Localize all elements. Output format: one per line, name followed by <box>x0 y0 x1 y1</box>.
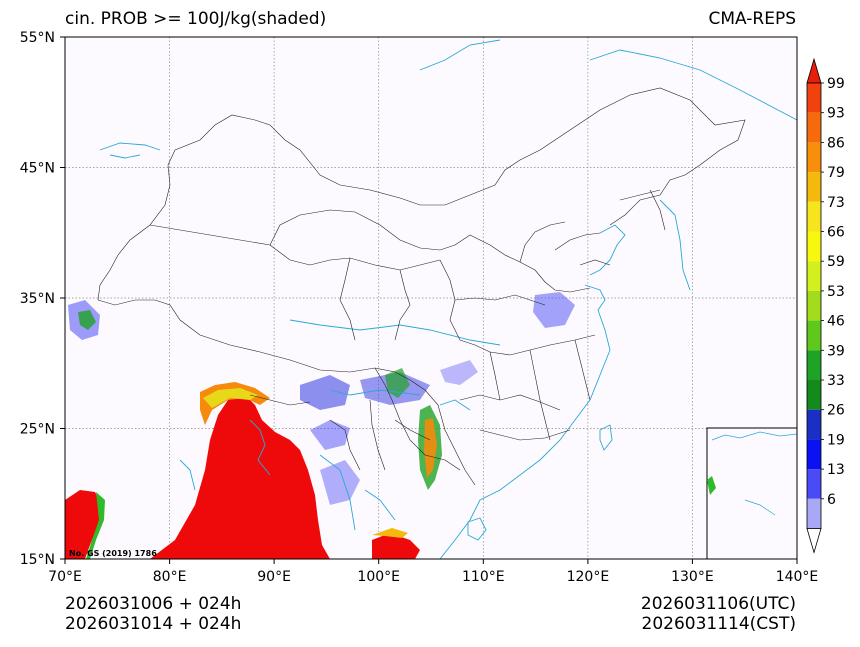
colorbar-label: 86 <box>827 135 845 151</box>
inset-map <box>706 427 798 560</box>
lon-label: 80°E <box>153 569 187 585</box>
map-title: cin. PROB >= 100J/kg(shaded) <box>65 9 327 29</box>
colorbar-label: 93 <box>827 106 845 122</box>
colorbar-label: 13 <box>827 462 845 478</box>
colorbar-segment <box>807 350 821 380</box>
colorbar-segment <box>807 290 821 321</box>
colorbar-segment <box>807 172 821 202</box>
colorbar: 99 93 86 79 73 66 59 53 46 39 33 26 19 13 6 <box>806 57 845 554</box>
axis-ticks <box>60 36 798 564</box>
colorbar-max-arrow <box>806 57 822 84</box>
lon-label: 140°E <box>776 569 819 585</box>
lat-label: 15°N <box>20 552 55 568</box>
init-time-cst: 2026031014 + 024h <box>65 614 242 634</box>
model-name: CMA-REPS <box>708 9 796 29</box>
init-time-utc: 2026031006 + 024h <box>65 594 242 614</box>
colorbar-segment <box>807 261 821 291</box>
colorbar-label: 79 <box>827 165 845 181</box>
colorbar-label: 46 <box>827 314 845 330</box>
colorbar-segment <box>807 439 821 470</box>
colorbar-label: 53 <box>827 284 845 300</box>
colorbar-segment <box>807 83 821 113</box>
lon-label: 90°E <box>257 569 291 585</box>
lat-label: 35°N <box>20 291 55 307</box>
colorbar-label: 6 <box>827 492 836 508</box>
review-number: No. GS (2019) 1786 <box>69 549 157 558</box>
lon-label: 100°E <box>357 569 400 585</box>
colorbar-label: 59 <box>827 254 845 270</box>
lat-label: 55°N <box>20 30 55 46</box>
valid-time-utc: 2026031106(UTC) <box>640 594 796 614</box>
colorbar-label: 26 <box>827 403 845 419</box>
init-time: 2026031006 + 024h 2026031014 + 024h <box>65 594 241 634</box>
colorbar-label: 99 <box>827 76 845 92</box>
colorbar-segment <box>807 380 821 410</box>
country-borders <box>97 87 746 486</box>
colorbar-label: 33 <box>827 373 845 389</box>
colorbar-segment <box>807 409 821 440</box>
valid-time-cst: 2026031114(CST) <box>641 614 796 634</box>
colorbar-segment <box>807 201 821 232</box>
colorbar-segment <box>807 142 821 173</box>
colorbar-label: 66 <box>827 225 845 241</box>
coastline <box>99 39 797 559</box>
colorbar-segment <box>807 320 821 351</box>
lon-label: 120°E <box>567 569 610 585</box>
colorbar-segment <box>807 112 821 143</box>
colorbar-segment <box>807 498 821 529</box>
colorbar-min-arrow <box>806 528 822 554</box>
lat-label: 25°N <box>20 422 55 438</box>
colorbar-label: 19 <box>827 432 845 448</box>
lon-label: 110°E <box>462 569 505 585</box>
probability-shading <box>65 292 575 559</box>
colorbar-label: 39 <box>827 343 845 359</box>
lon-label: 70°E <box>48 569 82 585</box>
colorbar-segment <box>807 231 821 262</box>
valid-time: 2026031106(UTC) 2026031114(CST) <box>641 594 796 634</box>
colorbar-label: 73 <box>827 195 845 211</box>
colorbar-segment <box>807 469 821 499</box>
lon-label: 130°E <box>671 569 714 585</box>
lat-label: 45°N <box>20 161 55 177</box>
